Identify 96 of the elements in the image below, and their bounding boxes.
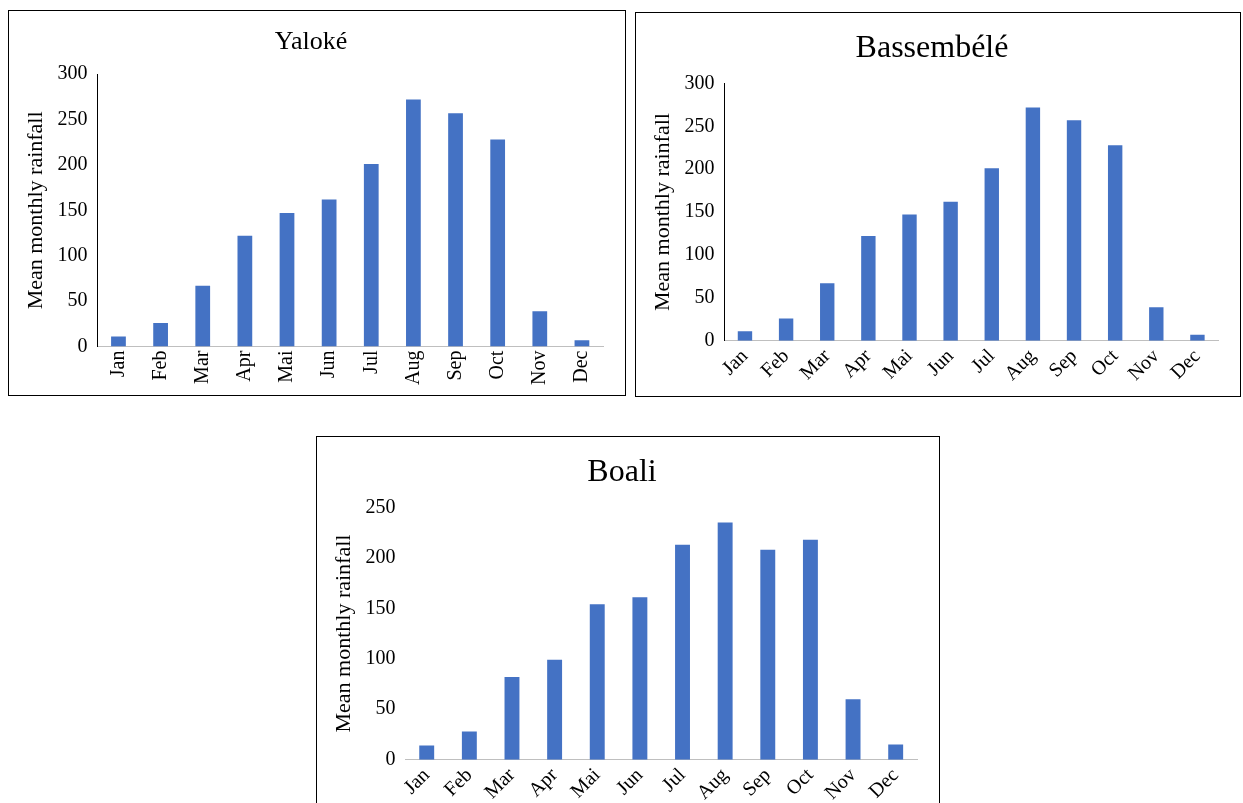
- x-tick-label: Jul: [358, 350, 381, 374]
- bar: [461, 731, 477, 760]
- x-tick-label: Sep: [442, 350, 466, 381]
- y-tick-label: 0: [385, 746, 396, 769]
- x-tick-label: Dec: [569, 350, 592, 383]
- bar: [760, 549, 776, 760]
- y-tick-label: 300: [684, 70, 715, 93]
- y-tick-label: 250: [365, 494, 396, 517]
- y-tick-label: 200: [57, 152, 88, 175]
- x-tick-label: Jul: [966, 343, 999, 377]
- x-tick-label: Nov: [819, 763, 860, 803]
- bar: [737, 331, 753, 341]
- x-tick-label: Dec: [863, 763, 903, 802]
- y-tick-label: 50: [694, 285, 715, 308]
- y-tick-label: 200: [365, 545, 396, 568]
- y-tick-label: 0: [77, 333, 88, 356]
- x-tick-label: Feb: [439, 763, 476, 800]
- x-tick-label: Nov: [527, 350, 550, 386]
- bar: [589, 604, 605, 760]
- bar: [279, 213, 295, 347]
- y-tick-label: 150: [365, 595, 396, 618]
- y-tick-label: 150: [57, 197, 88, 220]
- bar: [845, 699, 861, 760]
- bar: [448, 113, 463, 347]
- bar: [861, 236, 876, 341]
- x-tick-label: Jul: [656, 762, 690, 796]
- y-axis-title: Mean monthly rainfall: [329, 534, 355, 733]
- bar: [363, 164, 379, 347]
- bar: [1149, 307, 1164, 341]
- x-tick-label: Jan: [105, 350, 128, 378]
- bar: [820, 283, 835, 341]
- bar: [1066, 120, 1082, 341]
- y-axis-title: Mean monthly rainfall: [648, 113, 674, 312]
- x-tick-label: Sep: [1043, 344, 1082, 382]
- bar: [406, 99, 421, 347]
- x-tick-label: Nov: [1122, 344, 1163, 385]
- x-tick-label: Jun: [316, 350, 339, 379]
- bar: [778, 318, 794, 341]
- y-tick-label: 100: [57, 243, 88, 266]
- bar: [321, 199, 337, 347]
- bar: [111, 336, 126, 347]
- x-tick-label: Mai: [274, 350, 297, 383]
- x-tick-label: Aug: [691, 763, 733, 803]
- y-tick-label: 50: [375, 696, 396, 719]
- x-tick-label: Mar: [189, 350, 212, 384]
- bar: [984, 168, 999, 341]
- bar: [888, 744, 904, 760]
- x-tick-label: Mai: [565, 762, 605, 802]
- x-tick-label: Jan: [398, 763, 434, 798]
- x-tick-label: Sep: [737, 763, 776, 801]
- y-axis-title: Mean monthly rainfall: [21, 111, 47, 310]
- chart-title: Yaloké: [274, 26, 348, 56]
- x-tick-label: Jun: [921, 344, 958, 380]
- bar: [504, 676, 520, 760]
- x-tick-label: Aug: [999, 344, 1041, 385]
- bar: [902, 214, 917, 341]
- x-tick-label: Oct: [1085, 343, 1123, 381]
- bar: [717, 522, 733, 760]
- x-tick-label: Jun: [611, 763, 647, 799]
- y-tick-label: 100: [684, 242, 715, 265]
- y-tick-label: 250: [684, 113, 715, 136]
- y-tick-label: 150: [684, 199, 715, 222]
- chart-title: Bassembélé: [855, 27, 1009, 64]
- x-tick-label: Feb: [147, 350, 170, 381]
- y-tick-label: 300: [57, 61, 88, 84]
- bar: [632, 597, 648, 760]
- x-tick-label: Apr: [232, 350, 256, 382]
- x-tick-label: Aug: [400, 350, 424, 386]
- bar: [675, 544, 690, 760]
- x-tick-label: Mai: [877, 343, 917, 383]
- bar: [237, 235, 253, 347]
- bar: [802, 539, 818, 760]
- y-tick-label: 250: [57, 106, 88, 129]
- bar: [943, 201, 958, 341]
- bar: [153, 322, 168, 347]
- x-tick-label: Oct: [484, 350, 507, 380]
- bar: [532, 311, 548, 347]
- x-tick-label: Mar: [794, 343, 835, 384]
- y-tick-label: 200: [684, 156, 715, 179]
- bar: [1025, 107, 1041, 341]
- bar: [419, 745, 435, 760]
- bar: [195, 285, 211, 347]
- y-tick-label: 100: [365, 646, 396, 669]
- x-tick-label: Feb: [755, 344, 793, 381]
- bar: [1107, 145, 1123, 341]
- y-tick-label: 50: [67, 288, 88, 311]
- bar: [490, 139, 506, 347]
- x-tick-label: Mar: [479, 762, 519, 803]
- bar: [547, 659, 563, 760]
- x-tick-label: Oct: [780, 762, 818, 800]
- chart-title: Boali: [587, 451, 657, 488]
- x-tick-label: Dec: [1165, 344, 1205, 383]
- x-tick-label: Apr: [837, 343, 876, 383]
- y-tick-label: 0: [704, 327, 715, 350]
- x-tick-label: Jan: [717, 344, 752, 379]
- x-tick-label: Apr: [523, 762, 563, 802]
